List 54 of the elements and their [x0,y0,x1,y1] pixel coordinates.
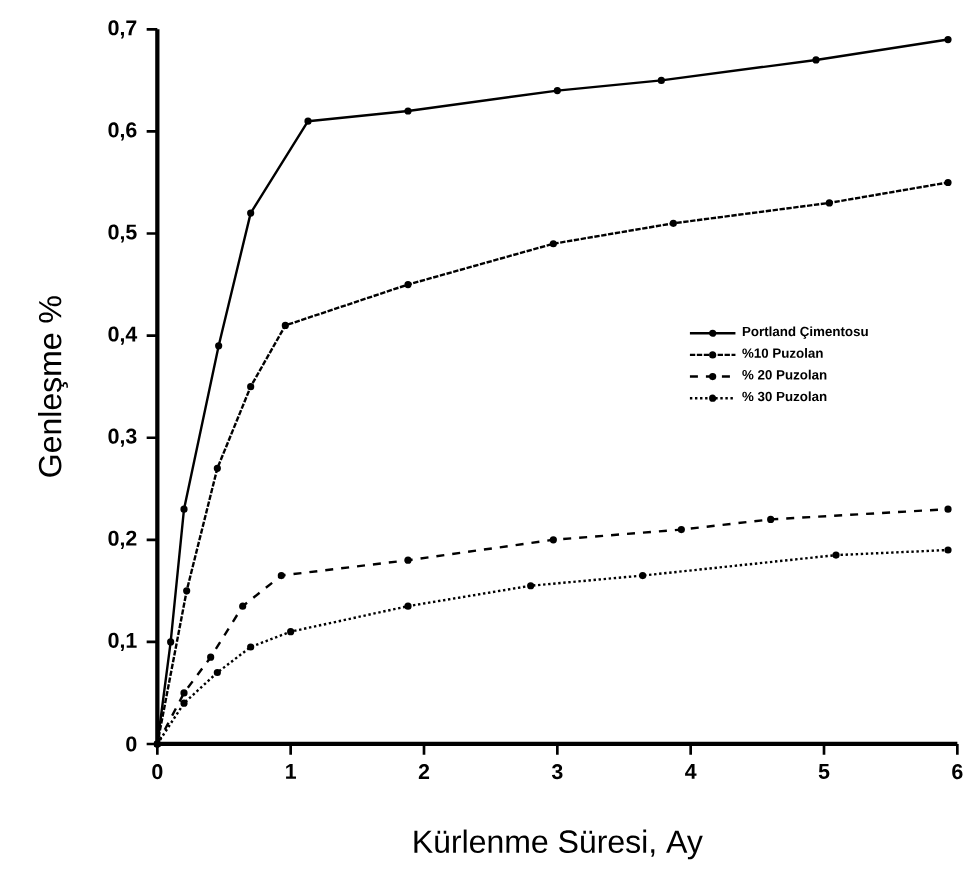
point [669,219,677,227]
point [247,382,255,390]
point [832,551,840,559]
point [677,525,685,533]
point [180,689,188,697]
x-tick-label: 0 [152,763,163,779]
point [553,86,561,94]
point [304,117,312,125]
point [944,178,952,186]
y-tick-label: 0,7 [108,19,137,39]
x-tick-label: 6 [952,763,963,779]
point [825,198,833,207]
point [180,699,188,707]
x-axis-title: Kürlenme Süresi, Ay [414,829,703,860]
point [281,321,289,329]
x-tick-label: 4 [685,763,697,779]
point [247,209,255,217]
point [277,571,285,579]
point [767,515,775,523]
y-tick-label: 0,5 [108,224,137,243]
point [549,535,557,544]
point [944,546,952,554]
point [657,76,665,84]
y-tick-label: 0,2 [108,530,137,549]
point [183,586,191,595]
point [944,35,952,43]
y-tick-label: 0,4 [108,326,138,345]
point [287,627,295,635]
point [207,653,215,661]
point [404,107,412,115]
point [944,505,952,513]
point [404,602,412,610]
point [215,341,223,350]
point [527,581,535,590]
x-tick-label: 3 [551,763,563,779]
point [180,505,188,513]
point [404,280,412,288]
x-tick-label: 2 [418,763,430,779]
y-tick-label: 0,1 [108,632,137,651]
x-tick-label: 5 [818,763,830,779]
point [167,637,175,646]
point [404,556,412,564]
x-tick-label: 1 [286,763,296,779]
y-tick-label: 0,6 [108,122,137,141]
y-tick-label: 0,3 [108,428,137,447]
point [549,239,557,248]
y-axis-title: Genleşme % [37,295,68,477]
point [239,602,247,610]
point [639,571,647,579]
point [213,464,221,472]
point [812,56,820,64]
y-tick-label: 0 [126,736,137,752]
point [213,668,221,676]
point [247,643,255,651]
